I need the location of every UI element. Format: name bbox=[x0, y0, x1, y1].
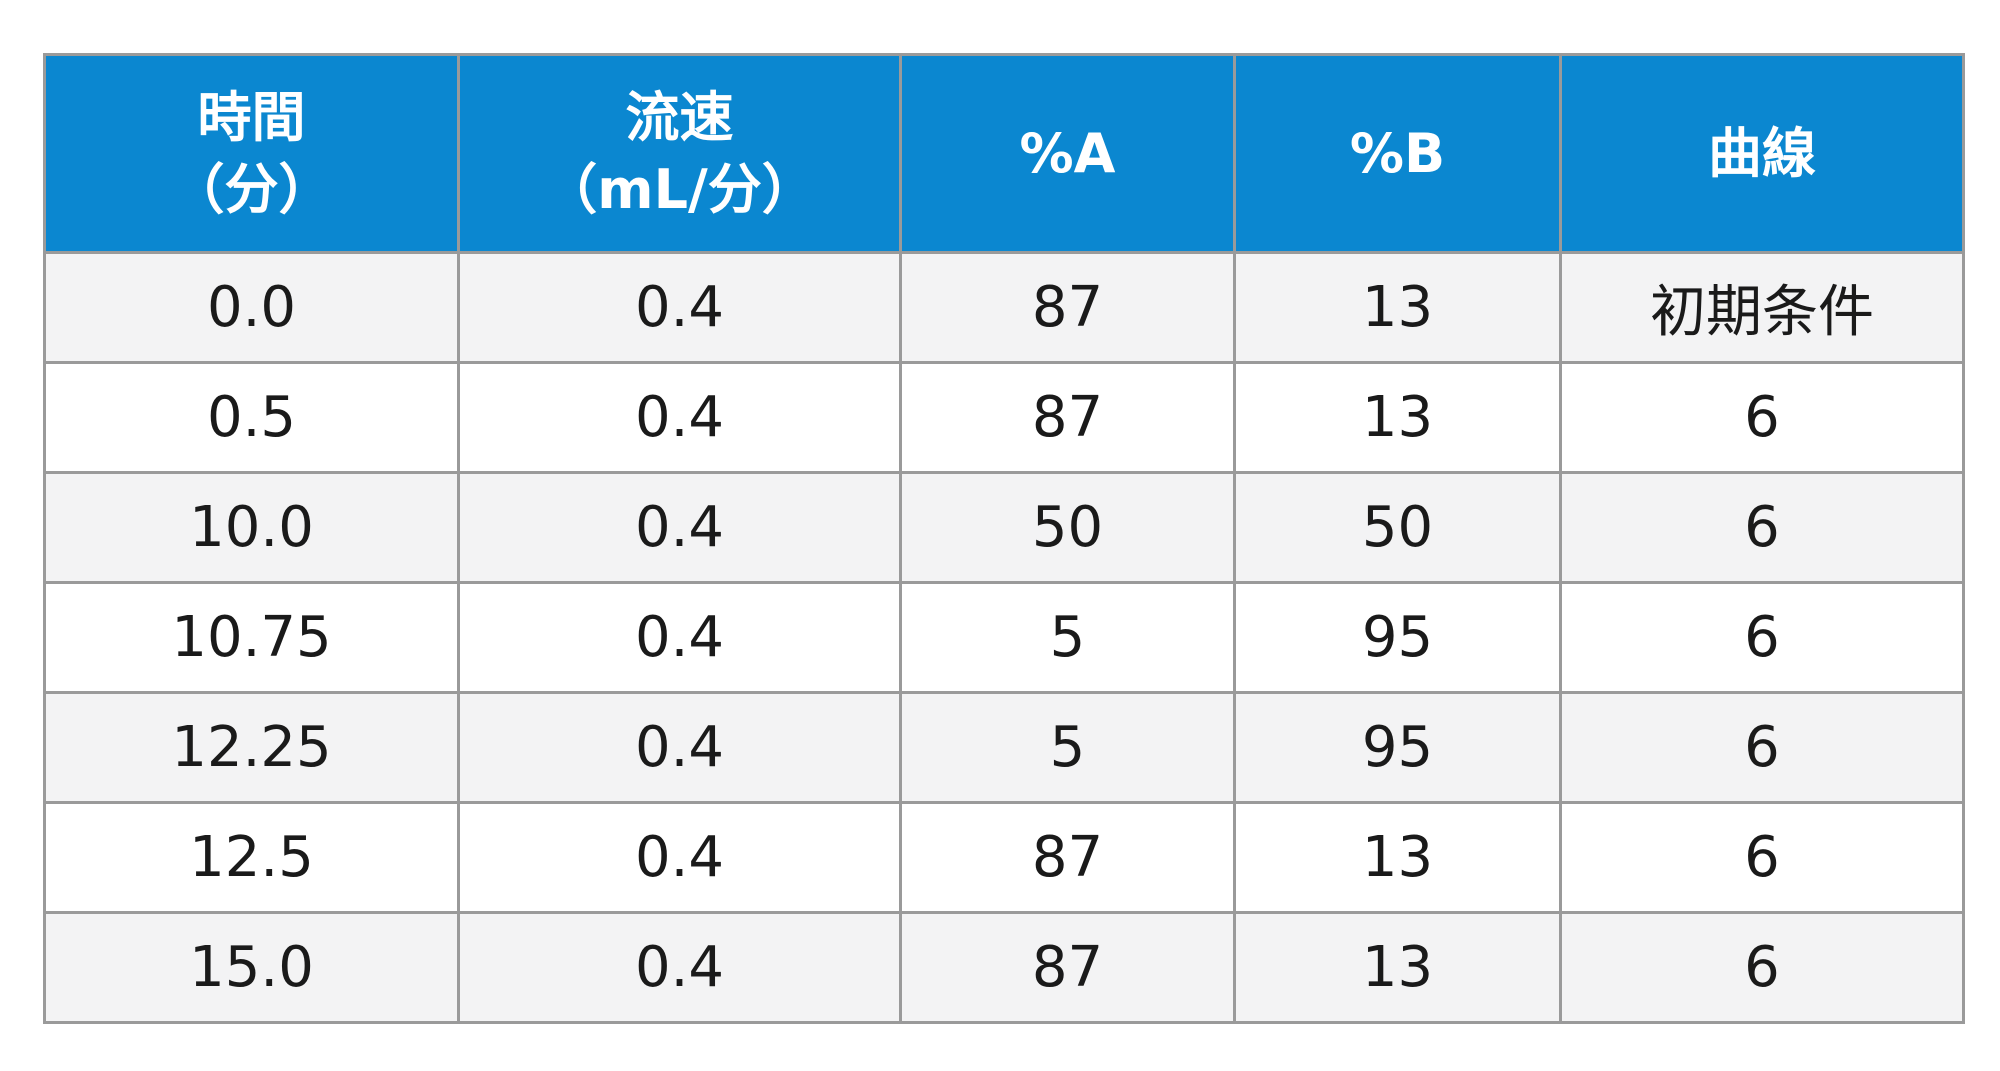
header-percent-b: %B bbox=[1233, 53, 1562, 254]
table-row: 0.0 0.4 87 13 初期条件 bbox=[43, 251, 1965, 364]
cell-curve: 初期条件 bbox=[1559, 251, 1965, 364]
table-row: 15.0 0.4 87 13 6 bbox=[43, 911, 1965, 1024]
cell-flow-rate: 0.4 bbox=[457, 691, 902, 804]
cell-flow-rate: 0.4 bbox=[457, 801, 902, 914]
cell-flow-rate: 0.4 bbox=[457, 251, 902, 364]
cell-flow-rate: 0.4 bbox=[457, 911, 902, 1024]
header-row: 時間 （分） 流速 （mL/分） %A %B 曲線 bbox=[43, 53, 1965, 254]
table-header: 時間 （分） 流速 （mL/分） %A %B 曲線 bbox=[43, 53, 1965, 254]
table-row: 12.5 0.4 87 13 6 bbox=[43, 801, 1965, 914]
table-row: 0.5 0.4 87 13 6 bbox=[43, 361, 1965, 474]
gradient-table-container: 時間 （分） 流速 （mL/分） %A %B 曲線 0 bbox=[43, 53, 1965, 1024]
cell-time: 0.0 bbox=[43, 251, 460, 364]
cell-time: 12.25 bbox=[43, 691, 460, 804]
cell-percent-b: 50 bbox=[1233, 471, 1562, 584]
cell-percent-b: 13 bbox=[1233, 801, 1562, 914]
table-row: 12.25 0.4 5 95 6 bbox=[43, 691, 1965, 804]
header-curve-label: 曲線 bbox=[1708, 121, 1816, 185]
cell-curve: 6 bbox=[1559, 361, 1965, 474]
cell-time: 0.5 bbox=[43, 361, 460, 474]
cell-percent-b: 13 bbox=[1233, 251, 1562, 364]
cell-percent-a: 87 bbox=[899, 911, 1236, 1024]
cell-percent-a: 5 bbox=[899, 691, 1236, 804]
header-percent-b-label: %B bbox=[1349, 121, 1446, 185]
cell-percent-a: 87 bbox=[899, 361, 1236, 474]
header-time-unit: （分） bbox=[170, 157, 333, 221]
cell-percent-b: 95 bbox=[1233, 691, 1562, 804]
cell-percent-b: 13 bbox=[1233, 911, 1562, 1024]
cell-flow-rate: 0.4 bbox=[457, 581, 902, 694]
table-row: 10.0 0.4 50 50 6 bbox=[43, 471, 1965, 584]
cell-percent-b: 95 bbox=[1233, 581, 1562, 694]
cell-curve: 6 bbox=[1559, 801, 1965, 914]
cell-percent-b: 13 bbox=[1233, 361, 1562, 474]
header-flow-rate-unit: （mL/分） bbox=[543, 157, 816, 221]
cell-percent-a: 87 bbox=[899, 801, 1236, 914]
cell-time: 12.5 bbox=[43, 801, 460, 914]
header-percent-a-label: %A bbox=[1019, 121, 1116, 185]
table-row: 10.75 0.4 5 95 6 bbox=[43, 581, 1965, 694]
cell-curve: 6 bbox=[1559, 471, 1965, 584]
cell-percent-a: 50 bbox=[899, 471, 1236, 584]
table-body: 0.0 0.4 87 13 初期条件 0.5 0.4 87 13 6 10.0 … bbox=[43, 251, 1965, 1024]
header-curve: 曲線 bbox=[1559, 53, 1965, 254]
cell-flow-rate: 0.4 bbox=[457, 471, 902, 584]
header-flow-rate: 流速 （mL/分） bbox=[457, 53, 902, 254]
cell-percent-a: 87 bbox=[899, 251, 1236, 364]
header-flow-rate-label: 流速 bbox=[625, 85, 734, 149]
header-percent-a: %A bbox=[899, 53, 1236, 254]
cell-curve: 6 bbox=[1559, 911, 1965, 1024]
cell-curve: 6 bbox=[1559, 691, 1965, 804]
cell-time: 15.0 bbox=[43, 911, 460, 1024]
header-time: 時間 （分） bbox=[43, 53, 460, 254]
cell-percent-a: 5 bbox=[899, 581, 1236, 694]
cell-time: 10.0 bbox=[43, 471, 460, 584]
cell-flow-rate: 0.4 bbox=[457, 361, 902, 474]
cell-curve: 6 bbox=[1559, 581, 1965, 694]
header-time-label: 時間 bbox=[197, 85, 306, 149]
cell-time: 10.75 bbox=[43, 581, 460, 694]
gradient-table: 時間 （分） 流速 （mL/分） %A %B 曲線 0 bbox=[43, 53, 1965, 1024]
